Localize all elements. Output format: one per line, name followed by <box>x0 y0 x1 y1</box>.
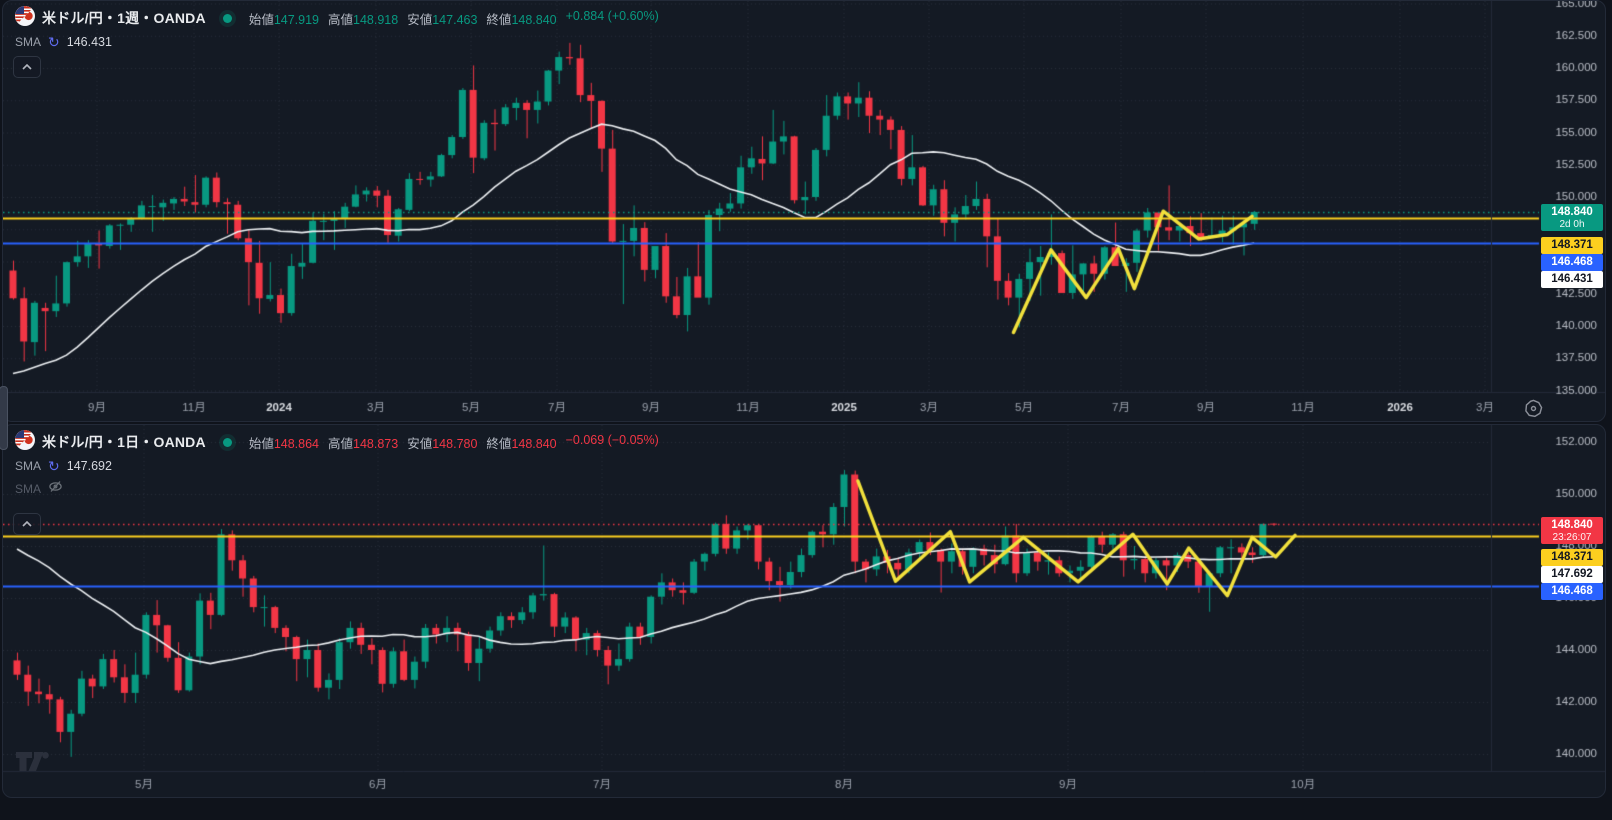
sma-indicator-label[interactable]: SMA <box>15 35 42 49</box>
daily-chart-canvas[interactable] <box>3 425 1605 797</box>
weekly-chart-pane: 米ドル/円・1週・OANDA 始値147.919 高値148.918 安値147… <box>2 0 1606 422</box>
last-price-badge: 148.840 23:26:07 <box>1541 517 1603 544</box>
collapse-pane-button[interactable] <box>13 56 41 78</box>
usd-jpy-flag-icon <box>15 5 35 31</box>
open-value: 148.864 <box>273 436 320 451</box>
price-level-badge: 146.468 <box>1541 583 1603 600</box>
high-value: 148.873 <box>353 436 399 451</box>
price-level-badge: 148.371 <box>1541 549 1603 566</box>
eye-off-icon[interactable] <box>48 480 63 498</box>
market-status-dot <box>222 13 232 23</box>
collapse-pane-button[interactable] <box>13 513 41 535</box>
low-value: 148.780 <box>432 436 478 451</box>
time-axis-settings-gear-icon[interactable] <box>1515 395 1551 421</box>
low-value: 147.463 <box>432 12 478 27</box>
symbol-title[interactable]: 米ドル/円・1週・OANDA <box>42 10 206 26</box>
market-status-dot <box>222 437 232 447</box>
last-price-badge: 148.840 2d 0h <box>1541 204 1603 231</box>
close-value: 148.840 <box>511 12 557 27</box>
hidden-sma-indicator-label[interactable]: SMA <box>15 482 42 496</box>
high-value: 148.918 <box>353 12 399 27</box>
symbol-title[interactable]: 米ドル/円・1日・OANDA <box>42 434 206 450</box>
price-level-badge: 147.692 <box>1541 566 1603 583</box>
pane-resize-handle[interactable] <box>0 386 8 450</box>
tradingview-logo[interactable] <box>15 751 51 777</box>
sma-indicator-value: 146.431 <box>66 35 112 49</box>
sma-indicator-value: 147.692 <box>66 459 112 473</box>
price-level-badge: 146.468 <box>1541 254 1603 271</box>
change-value: −0.069 (−0.05%) <box>565 432 659 447</box>
daily-chart-pane: 米ドル/円・1日・OANDA 始値148.864 高値148.873 安値148… <box>2 424 1606 798</box>
indicator-loading-icon: ↻ <box>48 458 60 474</box>
price-level-badge: 148.371 <box>1541 237 1603 254</box>
open-value: 147.919 <box>273 12 320 27</box>
ohlc-readout: 始値148.864 高値148.873 安値148.780 終値148.840 … <box>248 432 659 451</box>
ohlc-readout: 始値147.919 高値148.918 安値147.463 終値148.840 … <box>248 8 659 27</box>
change-value: +0.884 (+0.60%) <box>565 8 659 23</box>
price-level-badge: 146.431 <box>1541 271 1603 288</box>
close-value: 148.840 <box>511 436 557 451</box>
indicator-loading-icon: ↻ <box>48 34 60 50</box>
usd-jpy-flag-icon <box>15 429 35 455</box>
sma-indicator-label[interactable]: SMA <box>15 459 42 473</box>
weekly-chart-canvas[interactable] <box>3 1 1605 421</box>
